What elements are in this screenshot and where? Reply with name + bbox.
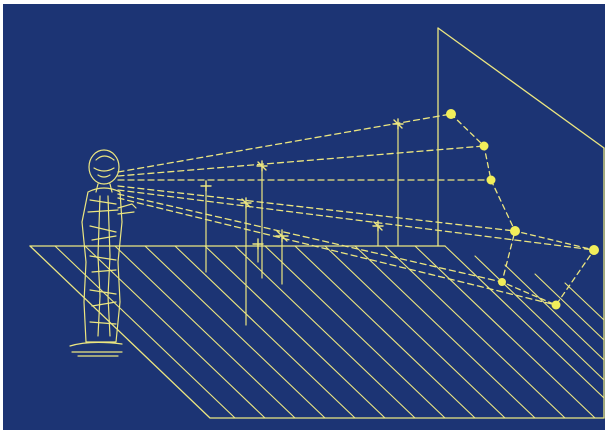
- star-icon: [498, 278, 506, 286]
- observer-body: [81, 187, 123, 343]
- sight-line-5: [117, 189, 595, 251]
- star-icon: [486, 175, 496, 185]
- star-icon: [392, 118, 404, 130]
- plane-top-edge: [437, 27, 605, 149]
- sight-line-7: [117, 197, 557, 306]
- star-icon: [589, 245, 599, 255]
- star-icon: [252, 238, 264, 250]
- star-icon: [446, 109, 456, 119]
- constellation-outline: [450, 113, 595, 306]
- star-icon: [200, 180, 212, 192]
- ground-edge-front: [29, 245, 605, 419]
- projected-stars: [446, 109, 599, 310]
- diagram-background: [3, 4, 605, 430]
- star-icon: [479, 141, 489, 151]
- star-icon: [372, 220, 384, 232]
- star-icon: [275, 229, 289, 243]
- projection-plane: [437, 27, 605, 419]
- observer-head: [88, 149, 120, 185]
- star-icon: [240, 197, 252, 209]
- space-stars: [200, 118, 404, 250]
- sight-line-6: [117, 193, 503, 283]
- sight-line-4: [117, 185, 516, 232]
- star-icon: [551, 300, 561, 310]
- star-icon: [510, 226, 520, 236]
- star-icon: [256, 160, 268, 172]
- sight-line-2: [117, 145, 485, 177]
- observer-figure: [69, 149, 137, 357]
